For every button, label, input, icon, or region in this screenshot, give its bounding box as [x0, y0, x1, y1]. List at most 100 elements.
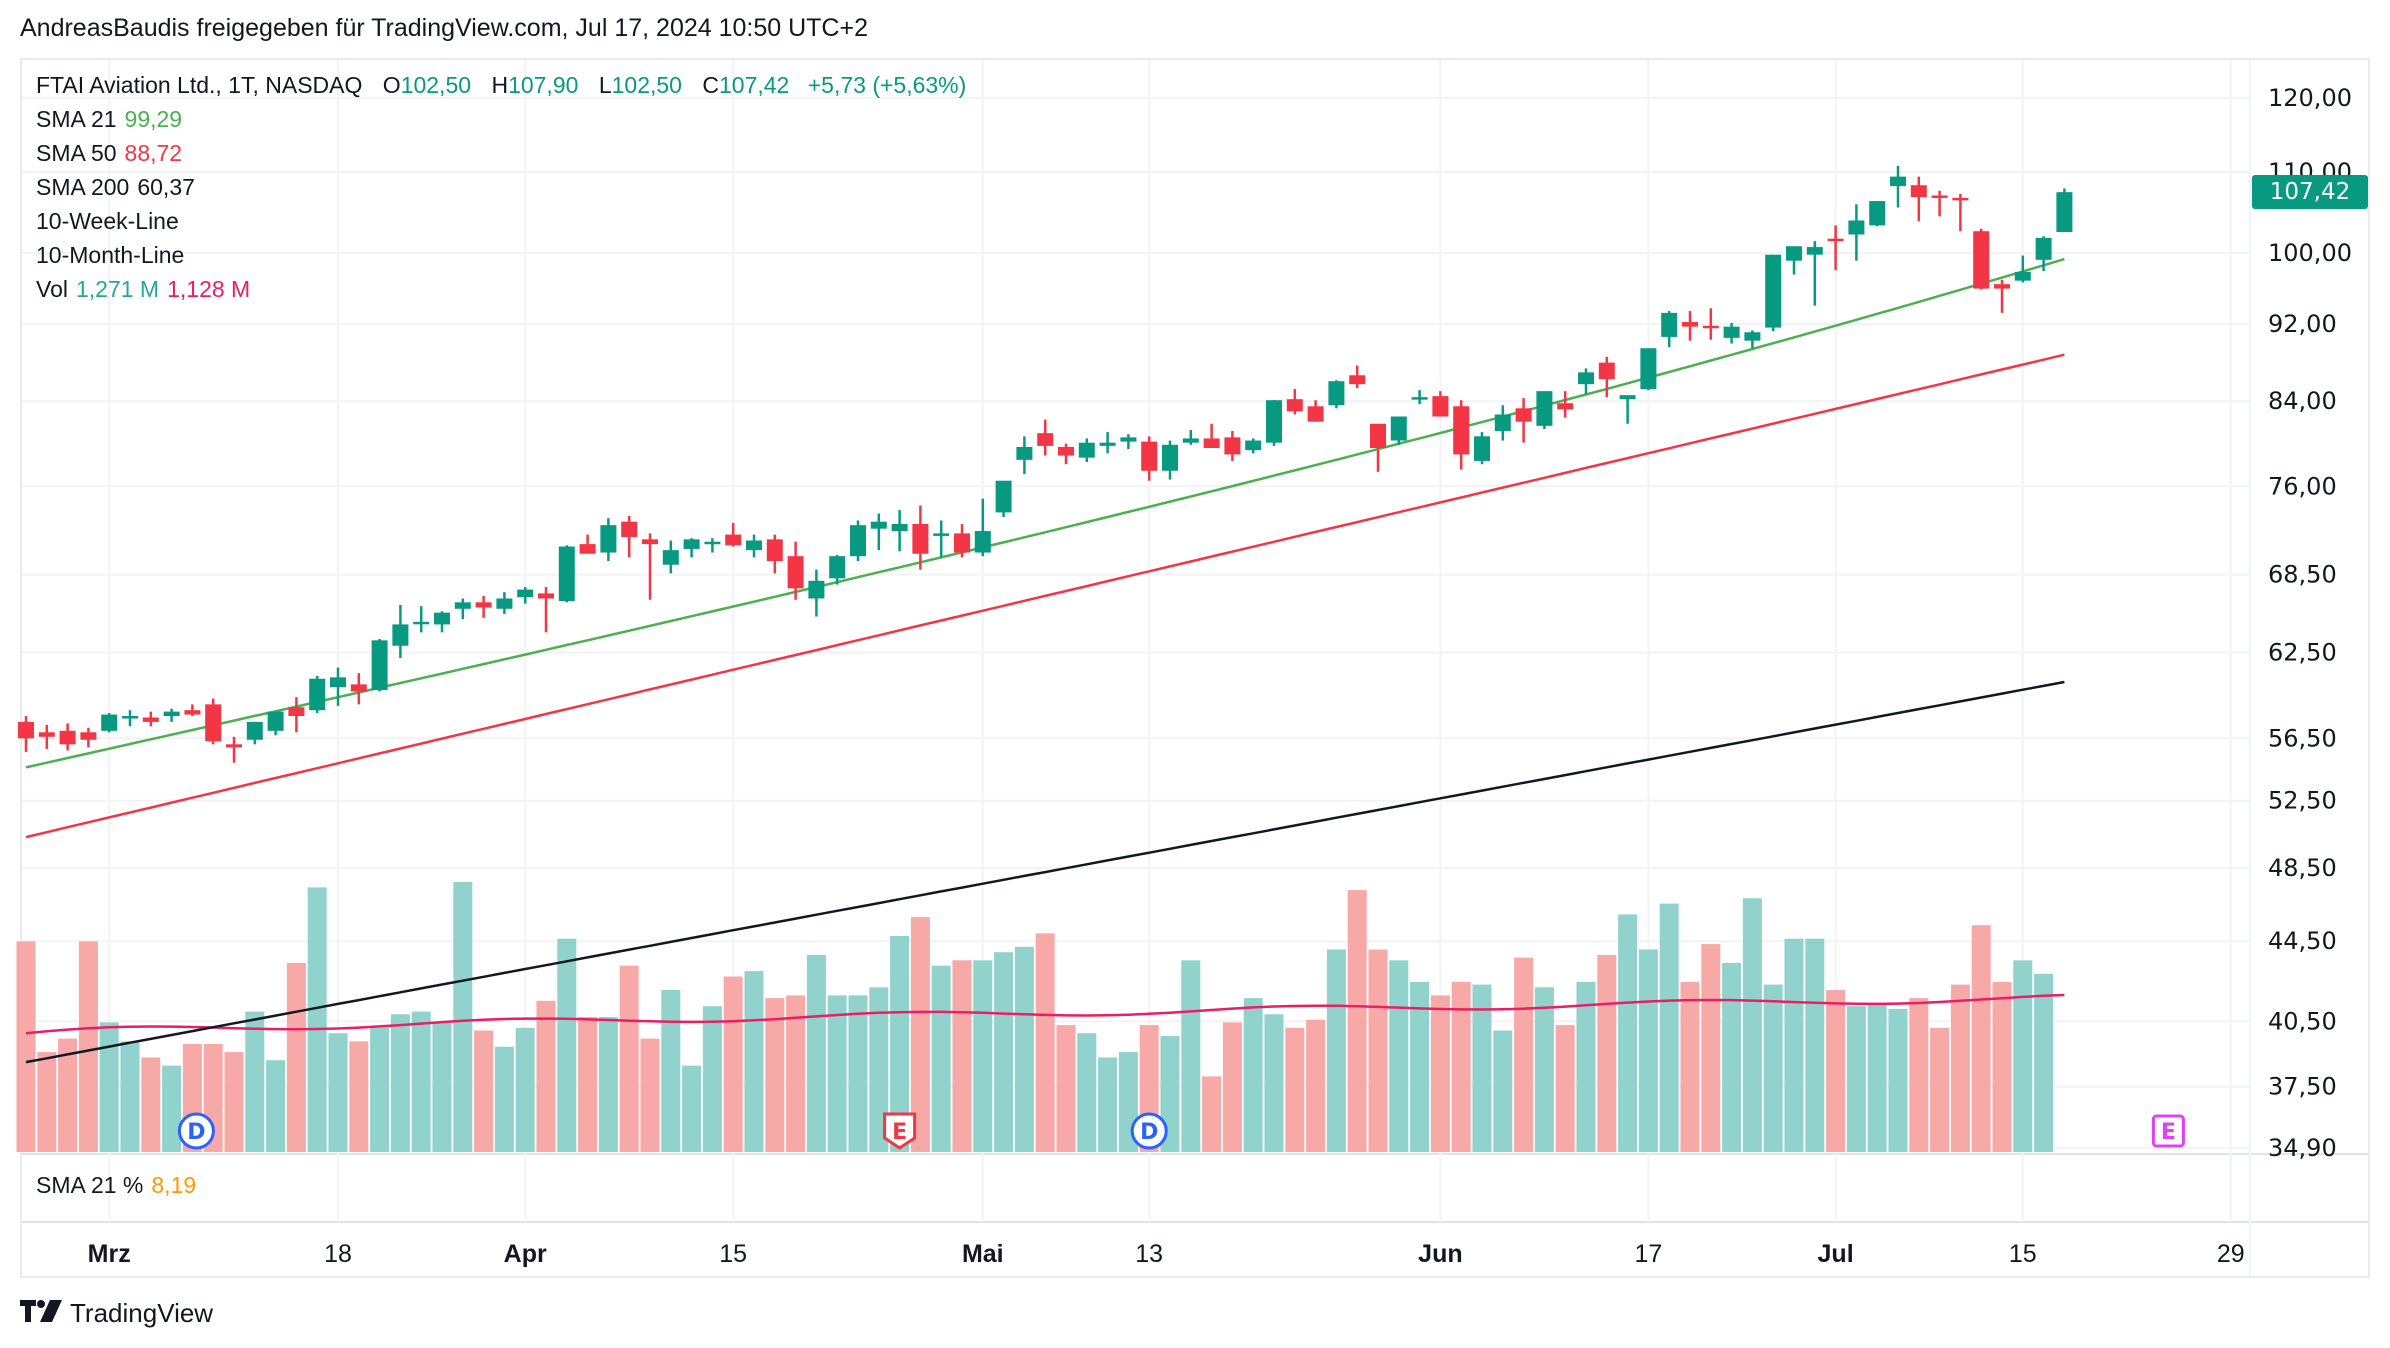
- open-value: 102,50: [400, 72, 472, 98]
- candle-body: [933, 533, 950, 536]
- candle-body: [1827, 238, 1844, 242]
- volume-bar: [910, 917, 930, 1152]
- sma200-value: 60,37: [137, 174, 195, 200]
- sma21-row[interactable]: SMA 21 99,29: [36, 102, 966, 136]
- candle-body: [725, 534, 742, 546]
- candle-body: [2014, 271, 2031, 281]
- candle-body: [454, 602, 471, 609]
- candle-body: [1578, 372, 1594, 385]
- candle-body: [1411, 397, 1428, 400]
- candle-body: [1661, 312, 1678, 337]
- sma50-row[interactable]: SMA 50 88,72: [36, 136, 966, 170]
- volume-bar: [58, 1038, 78, 1152]
- dividend-marker-icon: D: [177, 1112, 215, 1150]
- candle-body: [995, 480, 1012, 513]
- volume-bar: [765, 998, 785, 1152]
- sma200-line: [25, 680, 2065, 1064]
- earnings-marker-icon: E: [2151, 1114, 2185, 1148]
- volume-bar: [1285, 1027, 1305, 1152]
- candle-body: [1224, 437, 1241, 455]
- volume-row[interactable]: Vol 1,271 M 1,128 M: [36, 272, 966, 306]
- candle-body: [1390, 416, 1407, 441]
- dividend-circle: [177, 1112, 215, 1150]
- candle-body: [1432, 396, 1449, 417]
- candle-body: [683, 539, 700, 549]
- vol-label: Vol: [36, 276, 68, 302]
- volume-bar: [869, 987, 889, 1152]
- tradingview-logo[interactable]: TradingView: [20, 1298, 213, 1329]
- candle-body: [787, 556, 804, 589]
- candle-body: [1765, 254, 1782, 328]
- candle-body: [1619, 395, 1636, 400]
- month-line-row[interactable]: 10-Month-Line: [36, 242, 185, 268]
- x-tick-label: 13: [1135, 1240, 1163, 1268]
- candle-body: [1515, 408, 1532, 422]
- candle-body: [1016, 446, 1033, 460]
- volume-bar: [1306, 1019, 1326, 1152]
- volume-bar: [37, 1052, 57, 1152]
- candle-body: [122, 716, 138, 719]
- low-value: 102,50: [611, 72, 682, 98]
- volume-bar: [1493, 1030, 1513, 1152]
- candle-body: [184, 710, 201, 715]
- x-tick-label: Jul: [1818, 1240, 1854, 1268]
- candle-body: [59, 730, 76, 745]
- indicator-legend[interactable]: SMA 21 % 8,19: [36, 1172, 196, 1199]
- candle-body: [101, 714, 118, 731]
- candle-body: [1370, 423, 1386, 449]
- sma50-value: 88,72: [124, 140, 183, 166]
- y-tick-label: 92,00: [2268, 310, 2337, 338]
- symbol-title[interactable]: FTAI Aviation Ltd., 1T, NASDAQ: [36, 72, 363, 98]
- candle-body: [226, 744, 242, 748]
- candle-body: [142, 717, 159, 722]
- volume-bar: [598, 1017, 618, 1152]
- change-value: +5,73 (+5,63%): [807, 72, 967, 98]
- sma200-label: SMA 200: [36, 174, 130, 200]
- volume-bar: [661, 990, 681, 1152]
- week-line-row[interactable]: 10-Week-Line: [36, 208, 179, 234]
- marker-label: D: [187, 1120, 205, 1145]
- tradingview-logo-icon: [20, 1298, 62, 1329]
- candle-body: [1848, 220, 1865, 235]
- candle-body: [475, 602, 492, 608]
- sma200-row[interactable]: SMA 200 60,37: [36, 170, 966, 204]
- candle-body: [704, 541, 721, 545]
- candle-body: [1744, 332, 1761, 341]
- candle-body: [870, 521, 887, 529]
- candle-body: [1245, 440, 1262, 451]
- candle-body: [808, 580, 825, 599]
- volume-bar: [2034, 973, 2054, 1152]
- open-label: O: [382, 72, 401, 98]
- high-value: 107,90: [508, 72, 579, 98]
- volume-bar: [1992, 981, 2012, 1152]
- volume-bar: [16, 941, 36, 1152]
- candle-body: [1806, 247, 1823, 255]
- volume-bar: [1846, 1006, 1866, 1152]
- candle-body: [954, 533, 970, 553]
- volume-bar: [1763, 984, 1783, 1152]
- candle-body: [2056, 192, 2073, 233]
- candle-body: [1058, 446, 1074, 456]
- volume-bar: [952, 960, 972, 1152]
- y-tick-label: 84,00: [2268, 387, 2337, 415]
- volume-bar: [682, 1065, 702, 1152]
- candle-body: [267, 711, 284, 731]
- low-label: L: [598, 72, 612, 98]
- volume-bar: [806, 954, 826, 1152]
- sma21-value: 99,29: [124, 106, 183, 132]
- volume-bar: [1243, 998, 1263, 1152]
- candle-body: [746, 540, 762, 551]
- volume-bar: [286, 963, 306, 1152]
- candle-body: [1931, 195, 1948, 198]
- candle-body: [1182, 438, 1199, 443]
- volume-bar: [266, 1060, 286, 1152]
- volume-bar: [1742, 898, 1762, 1152]
- candle-body: [1286, 399, 1303, 412]
- indicator-label: SMA 21 %: [36, 1172, 144, 1198]
- candle-body: [1307, 406, 1324, 422]
- dividend-marker-icon: D: [1130, 1112, 1168, 1150]
- candle-body: [330, 677, 346, 688]
- volume-bar: [1722, 963, 1742, 1152]
- candle-body: [18, 721, 34, 739]
